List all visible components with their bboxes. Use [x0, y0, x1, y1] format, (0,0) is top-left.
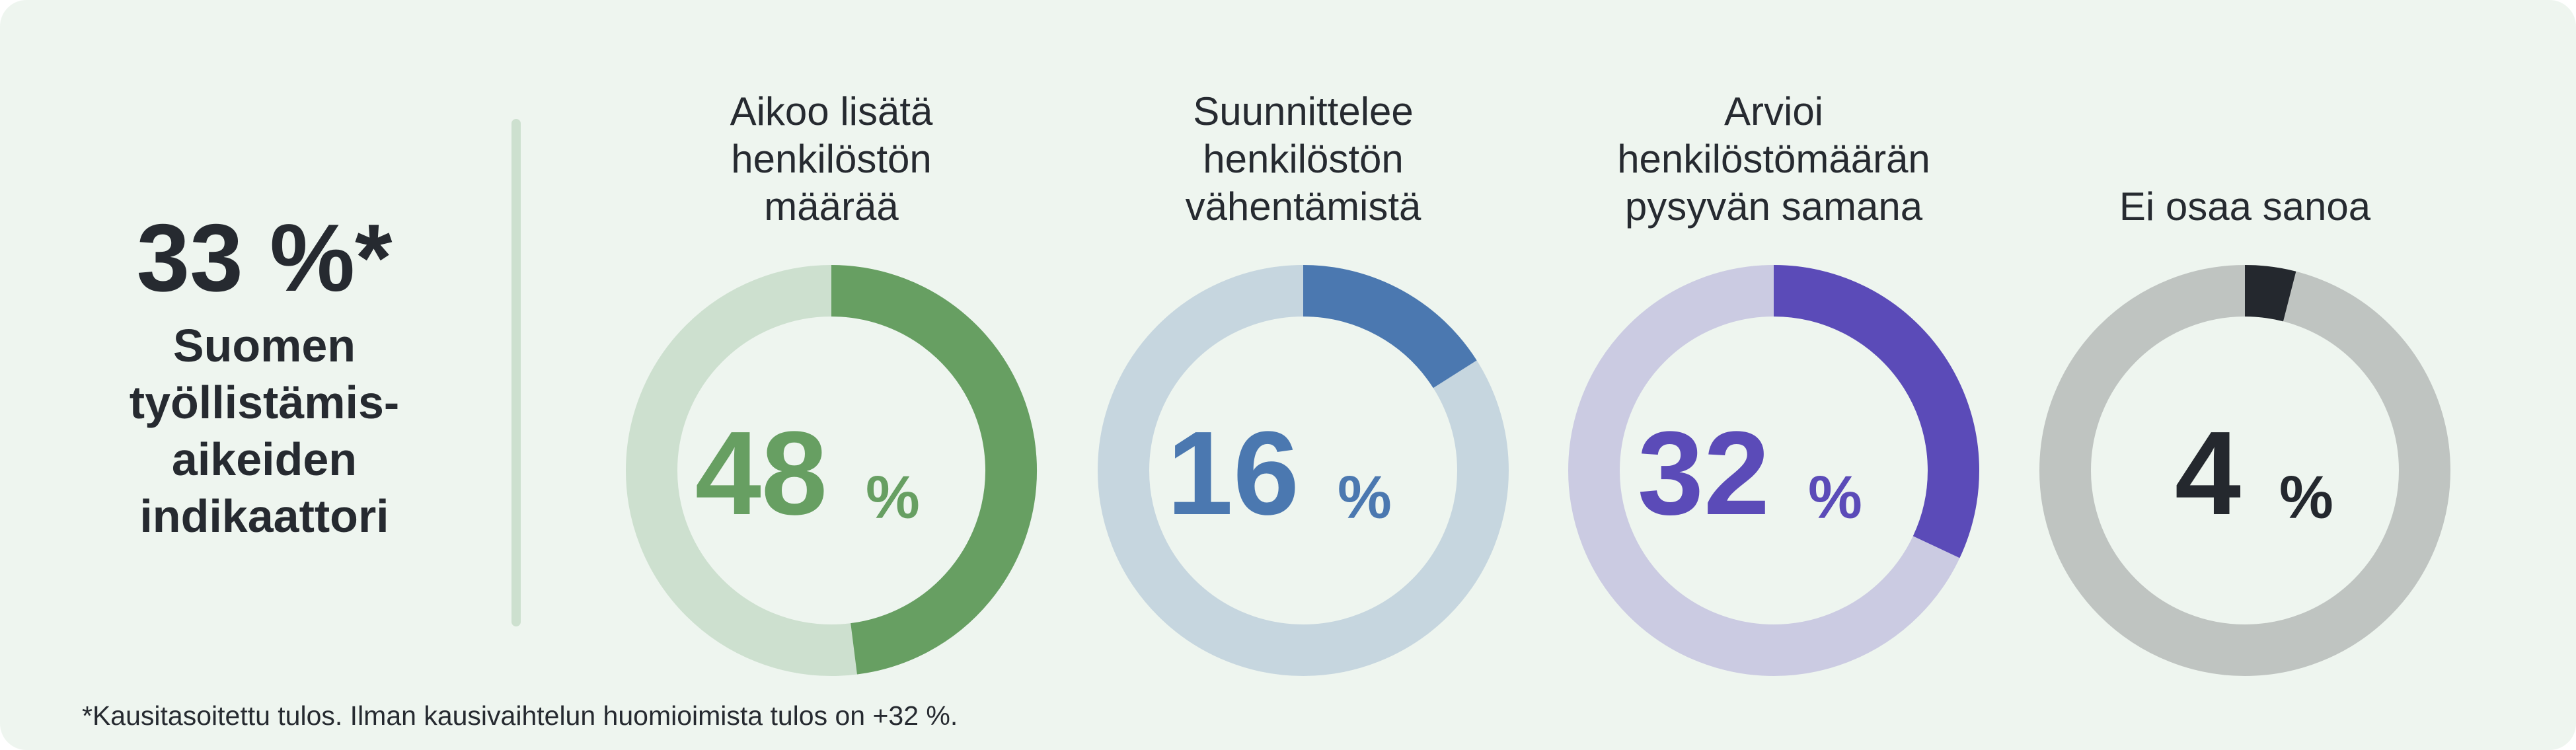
vertical-divider	[511, 119, 521, 626]
gauge-value: 32	[1638, 407, 1770, 540]
footnote: *Kausitasoitettu tulos. Ilman kausivaiht…	[82, 700, 958, 731]
donut-chart: 4 %	[2039, 265, 2450, 676]
gauge-same: Arvioi henkilöstömäärän pysyvän samana 3…	[1542, 0, 2005, 750]
gauge-unit: %	[2279, 464, 2333, 531]
gauge-value: 4	[2175, 407, 2241, 540]
gauge-unit: %	[1338, 464, 1392, 531]
donut-arc	[1773, 265, 1979, 558]
gauge-unit: %	[866, 464, 920, 531]
gauge-decrease: Suunnittelee henkilöstön vähentämistä 16…	[1072, 0, 1534, 750]
gauge-label: Arvioi henkilöstömäärän pysyvän samana	[1617, 89, 1930, 229]
headline-label: Suomen työllistämis- aikeiden indikaatto…	[129, 320, 400, 542]
gauge-label: Ei osaa sanoa	[2119, 184, 2371, 229]
donut-chart: 32 %	[1568, 265, 1979, 676]
donut-arc	[2244, 265, 2296, 322]
donut-chart: 16 %	[1098, 265, 1509, 676]
gauge-value: 48	[695, 407, 827, 540]
donut-track	[2039, 265, 2450, 676]
gauge-value: 16	[1167, 407, 1299, 540]
gauge-label: Suunnittelee henkilöstön vähentämistä	[1185, 89, 1421, 229]
gauge-unit: %	[1808, 464, 1862, 531]
donut-arc	[1303, 265, 1477, 389]
gauge-increase: Aikoo lisätä henkilöstön määrää 48 %	[600, 0, 1063, 750]
gauge-label: Aikoo lisätä henkilöstön määrää	[730, 89, 933, 229]
headline-value: 33 %*	[136, 204, 393, 311]
gauge-unknown: Ei osaa sanoa 4 %	[2014, 0, 2476, 750]
headline-indicator: 33 %* Suomen työllistämis- aikeiden indi…	[73, 205, 456, 544]
donut-arc	[831, 265, 1038, 675]
donut-chart: 48 %	[626, 265, 1038, 676]
